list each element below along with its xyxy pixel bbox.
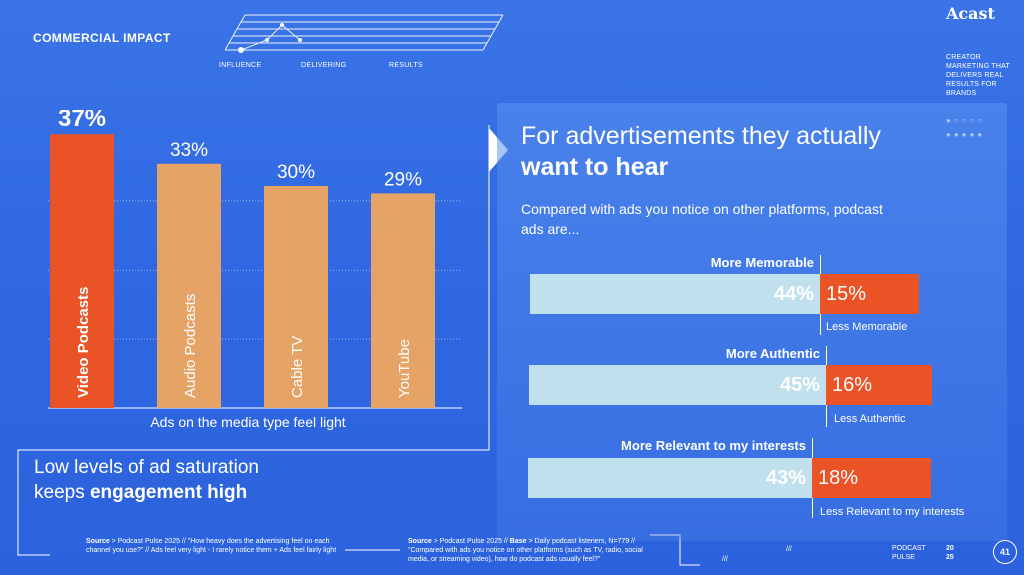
footer-year-bottom: 25 [946,554,954,561]
progress-decoration-graphic [225,14,504,53]
bar-value-label: 33% [170,140,208,161]
source-label: Source [86,538,110,545]
acast-logo: Acast [946,4,995,23]
footer-slashes: /// [722,556,728,563]
panel-heading-bold: want to hear [521,153,669,181]
less-bar-memorable: 15% [820,274,919,314]
footer-slashes: /// [786,546,792,553]
brand-tagline: CREATOR MARKETING THAT DELIVERS REAL RES… [946,54,1010,97]
bar-category-label: Audio Podcasts [182,294,199,398]
less-label-relevant: Less Relevant to my interests [820,506,965,518]
caption-line-2-plain: keeps [34,482,85,503]
base-label: Base [509,538,527,545]
bar-value-label: 30% [277,162,315,183]
source-note-1: Source > Podcast Pulse 2025 // "How heav… [86,537,344,555]
step-influence: INFLUENCE [219,62,262,69]
less-label-memorable: Less Memorable [826,321,908,333]
bar-cable-tv [264,186,328,408]
footer-year: 20 25 [946,544,954,562]
bar-audio-podcasts [157,163,221,408]
less-label-authentic: Less Authentic [834,413,906,425]
more-bar-authentic: 45% [529,365,826,405]
more-label-authentic: More Authentic [725,346,820,361]
caption-line-2: keeps engagement high [34,480,259,505]
less-value: 15% [826,282,867,305]
less-bar-authentic: 16% [826,365,932,405]
page-number-badge: 41 [993,540,1017,564]
bar-category-label: YouTube [396,339,413,398]
panel-heading-plain: For advertisements they actually [521,122,881,150]
step-delivering: DELIVERING [301,62,347,69]
bar-value-label: 29% [384,169,422,190]
page-section-title: COMMERCIAL IMPACT [33,31,171,45]
more-label-relevant: More Relevant to my interests [621,438,806,453]
more-value: 43% [765,466,806,489]
less-value: 16% [832,373,873,396]
footer-podcast-pulse: PODCAST PULSE [892,545,926,561]
bar-value-label: 37% [58,110,106,132]
panel-subheading: Compared with ads you notice on other pl… [521,201,883,237]
step-results: RESULTS [389,62,423,69]
source-text: > Daily podcast listeners, N=779 // "Com… [408,538,643,563]
caption-line-2-bold: engagement high [89,482,248,503]
chart-x-axis-label: Ads on the media type feel light [150,414,346,430]
source-text-mid: > Podcast Pulse 2025 // [431,538,510,545]
source-text: > Podcast Pulse 2025 // "How heavy does … [86,538,337,554]
panel-heading: For advertisements they actually want to… [521,121,941,183]
footer-year-top: 20 [946,545,954,552]
source-note-2: Source > Podcast Pulse 2025 // Base > Da… [408,537,654,564]
less-bar-relevant: 18% [812,458,931,498]
less-value: 18% [818,466,859,489]
more-label-memorable: More Memorable [710,255,814,270]
bar-youtube [371,193,435,408]
more-value: 44% [773,282,814,305]
more-value: 45% [779,373,820,396]
more-bar-relevant: 43% [528,458,812,498]
caption-line-1: Low levels of ad saturation [34,457,259,478]
left-caption: Low levels of ad saturation keeps engage… [34,455,259,505]
more-bar-memorable: 44% [529,274,820,314]
video-vs-media-bar-chart: 37% Video Podcasts 33% Audio Podcasts 30% Cab… [48,110,462,409]
source-label: Source [408,538,432,545]
bar-video-podcasts [50,134,114,408]
bar-category-label: Cable TV [289,336,306,398]
bar-category-label: Video Podcasts [75,287,92,398]
